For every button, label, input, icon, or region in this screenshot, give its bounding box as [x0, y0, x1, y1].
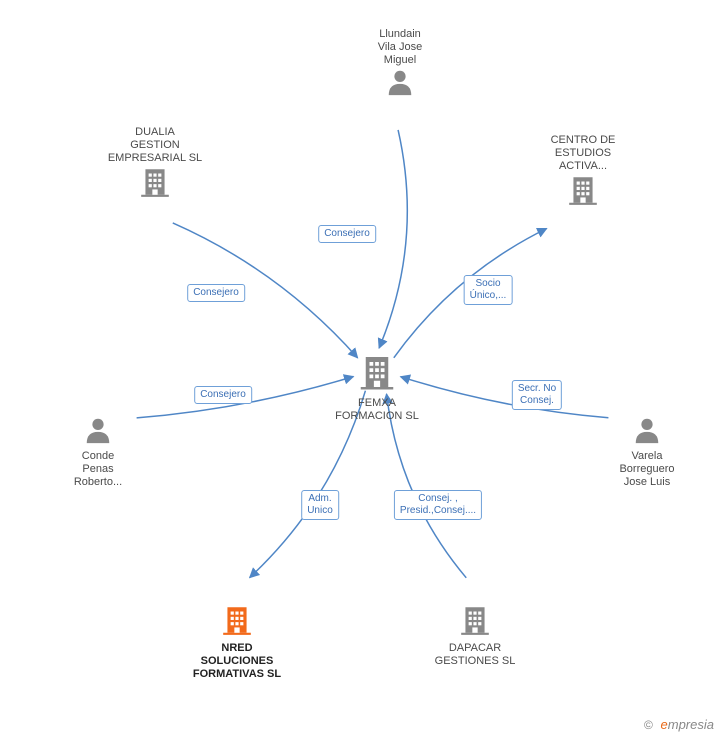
node-label: CENTRO DEESTUDIOSACTIVA...: [528, 134, 638, 173]
edge-label: Consejero: [194, 386, 252, 404]
node-centro[interactable]: CENTRO DEESTUDIOSACTIVA...: [528, 134, 638, 212]
person-icon: [592, 415, 702, 450]
edge-label: SocioÚnico,...: [464, 275, 513, 305]
edge-label: Consej. ,Presid.,Consej....: [394, 490, 482, 520]
node-dualia[interactable]: DUALIAGESTIONEMPRESARIAL SL: [100, 126, 210, 204]
company-icon: [420, 603, 530, 642]
node-nred[interactable]: NREDSOLUCIONESFORMATIVAS SL: [182, 603, 292, 681]
edge-label: Consejero: [318, 225, 376, 243]
company-icon: [182, 603, 292, 642]
node-label: LlundainVila JoseMiguel: [345, 28, 455, 67]
node-label: NREDSOLUCIONESFORMATIVAS SL: [182, 642, 292, 681]
watermark: © empresia: [644, 717, 714, 732]
person-icon: [345, 67, 455, 102]
person-icon: [43, 415, 153, 450]
company-icon: [528, 173, 638, 212]
copyright-symbol: ©: [644, 718, 653, 732]
company-icon: [100, 165, 210, 204]
company-icon: [322, 352, 432, 397]
node-label: DAPACARGESTIONES SL: [420, 642, 530, 668]
edge-llundain-femxa: [379, 130, 407, 348]
node-femxa[interactable]: FEMXAFORMACION SL: [322, 352, 432, 423]
node-varela[interactable]: VarelaBorregueroJose Luis: [592, 415, 702, 489]
edge-label: Adm.Unico: [301, 490, 339, 520]
edge-label: Consejero: [187, 284, 245, 302]
brand: empresia: [661, 717, 714, 732]
node-label: FEMXAFORMACION SL: [322, 397, 432, 423]
node-llundain[interactable]: LlundainVila JoseMiguel: [345, 28, 455, 102]
node-dapacar[interactable]: DAPACARGESTIONES SL: [420, 603, 530, 668]
node-label: DUALIAGESTIONEMPRESARIAL SL: [100, 126, 210, 165]
edge-label: Secr. NoConsej.: [512, 380, 562, 410]
node-label: CondePenasRoberto...: [43, 450, 153, 489]
node-label: VarelaBorregueroJose Luis: [592, 450, 702, 489]
node-conde[interactable]: CondePenasRoberto...: [43, 415, 153, 489]
